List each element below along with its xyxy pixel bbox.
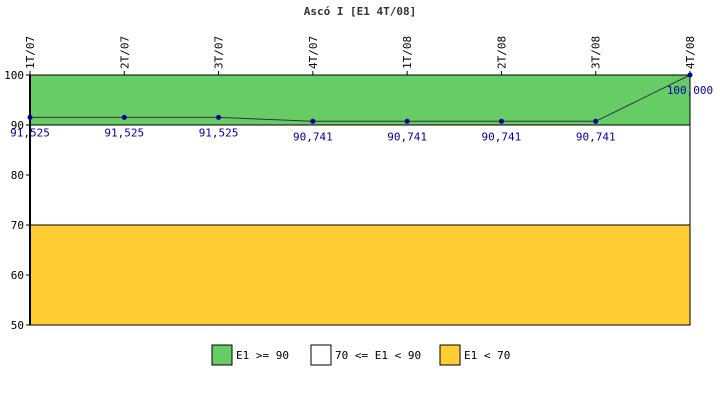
band-0 bbox=[29, 74, 691, 126]
y-axis-ticks: 50 60 70 80 90 100 bbox=[4, 69, 30, 332]
data-point bbox=[404, 118, 410, 124]
data-label: 90,741 bbox=[482, 130, 522, 143]
legend-swatch bbox=[211, 344, 233, 366]
legend: E1 >= 90 70 <= E1 < 90 E1 < 70 bbox=[211, 344, 510, 366]
threshold-bands bbox=[29, 74, 691, 326]
data-label: 90,741 bbox=[576, 130, 616, 143]
y-tick-label: 60 bbox=[11, 269, 24, 282]
legend-label: E1 >= 90 bbox=[236, 349, 289, 362]
y-tick-label: 100 bbox=[4, 69, 24, 82]
data-point bbox=[593, 118, 599, 124]
x-tick-label: 1T/08 bbox=[401, 36, 414, 69]
y-tick-label: 70 bbox=[11, 219, 24, 232]
x-tick-label: 3T/08 bbox=[590, 36, 603, 69]
x-tick-label: 3T/07 bbox=[213, 36, 226, 69]
x-tick-label: 2T/08 bbox=[495, 36, 508, 69]
data-label: 90,741 bbox=[387, 130, 427, 143]
data-labels: 91,525 91,525 91,525 90,741 90,741 90,741 90,7… bbox=[10, 84, 713, 143]
legend-label: 70 <= E1 < 90 bbox=[335, 349, 421, 362]
data-label: 91,525 bbox=[199, 126, 239, 139]
legend-swatch bbox=[310, 344, 332, 366]
data-point bbox=[27, 114, 33, 120]
y-tick-label: 50 bbox=[11, 319, 24, 332]
band-1 bbox=[29, 124, 691, 226]
data-point bbox=[687, 72, 693, 78]
data-point bbox=[216, 114, 222, 120]
data-label: 91,525 bbox=[10, 126, 50, 139]
data-point bbox=[310, 118, 316, 124]
legend-swatch bbox=[439, 344, 461, 366]
data-label: 91,525 bbox=[104, 126, 144, 139]
x-tick-label: 1T/07 bbox=[24, 36, 37, 69]
data-point bbox=[498, 118, 504, 124]
series bbox=[27, 72, 693, 124]
band-2 bbox=[29, 224, 691, 326]
y-tick-label: 80 bbox=[11, 169, 24, 182]
y-tick-label: 90 bbox=[11, 119, 24, 132]
data-point bbox=[121, 114, 127, 120]
chart-title: Ascó I [E1 4T/08] bbox=[304, 5, 417, 18]
x-tick-label: 4T/08 bbox=[684, 36, 697, 69]
data-label: 90,741 bbox=[293, 130, 333, 143]
legend-label: E1 < 70 bbox=[464, 349, 510, 362]
x-tick-label: 4T/07 bbox=[307, 36, 320, 69]
x-axis-ticks: 1T/07 2T/07 3T/07 4T/07 1T/08 2T/08 3T/08 4T/08 bbox=[24, 36, 697, 75]
series-line bbox=[30, 74, 691, 122]
x-tick-label: 2T/07 bbox=[118, 36, 131, 69]
data-label: 100,000 bbox=[667, 84, 713, 97]
